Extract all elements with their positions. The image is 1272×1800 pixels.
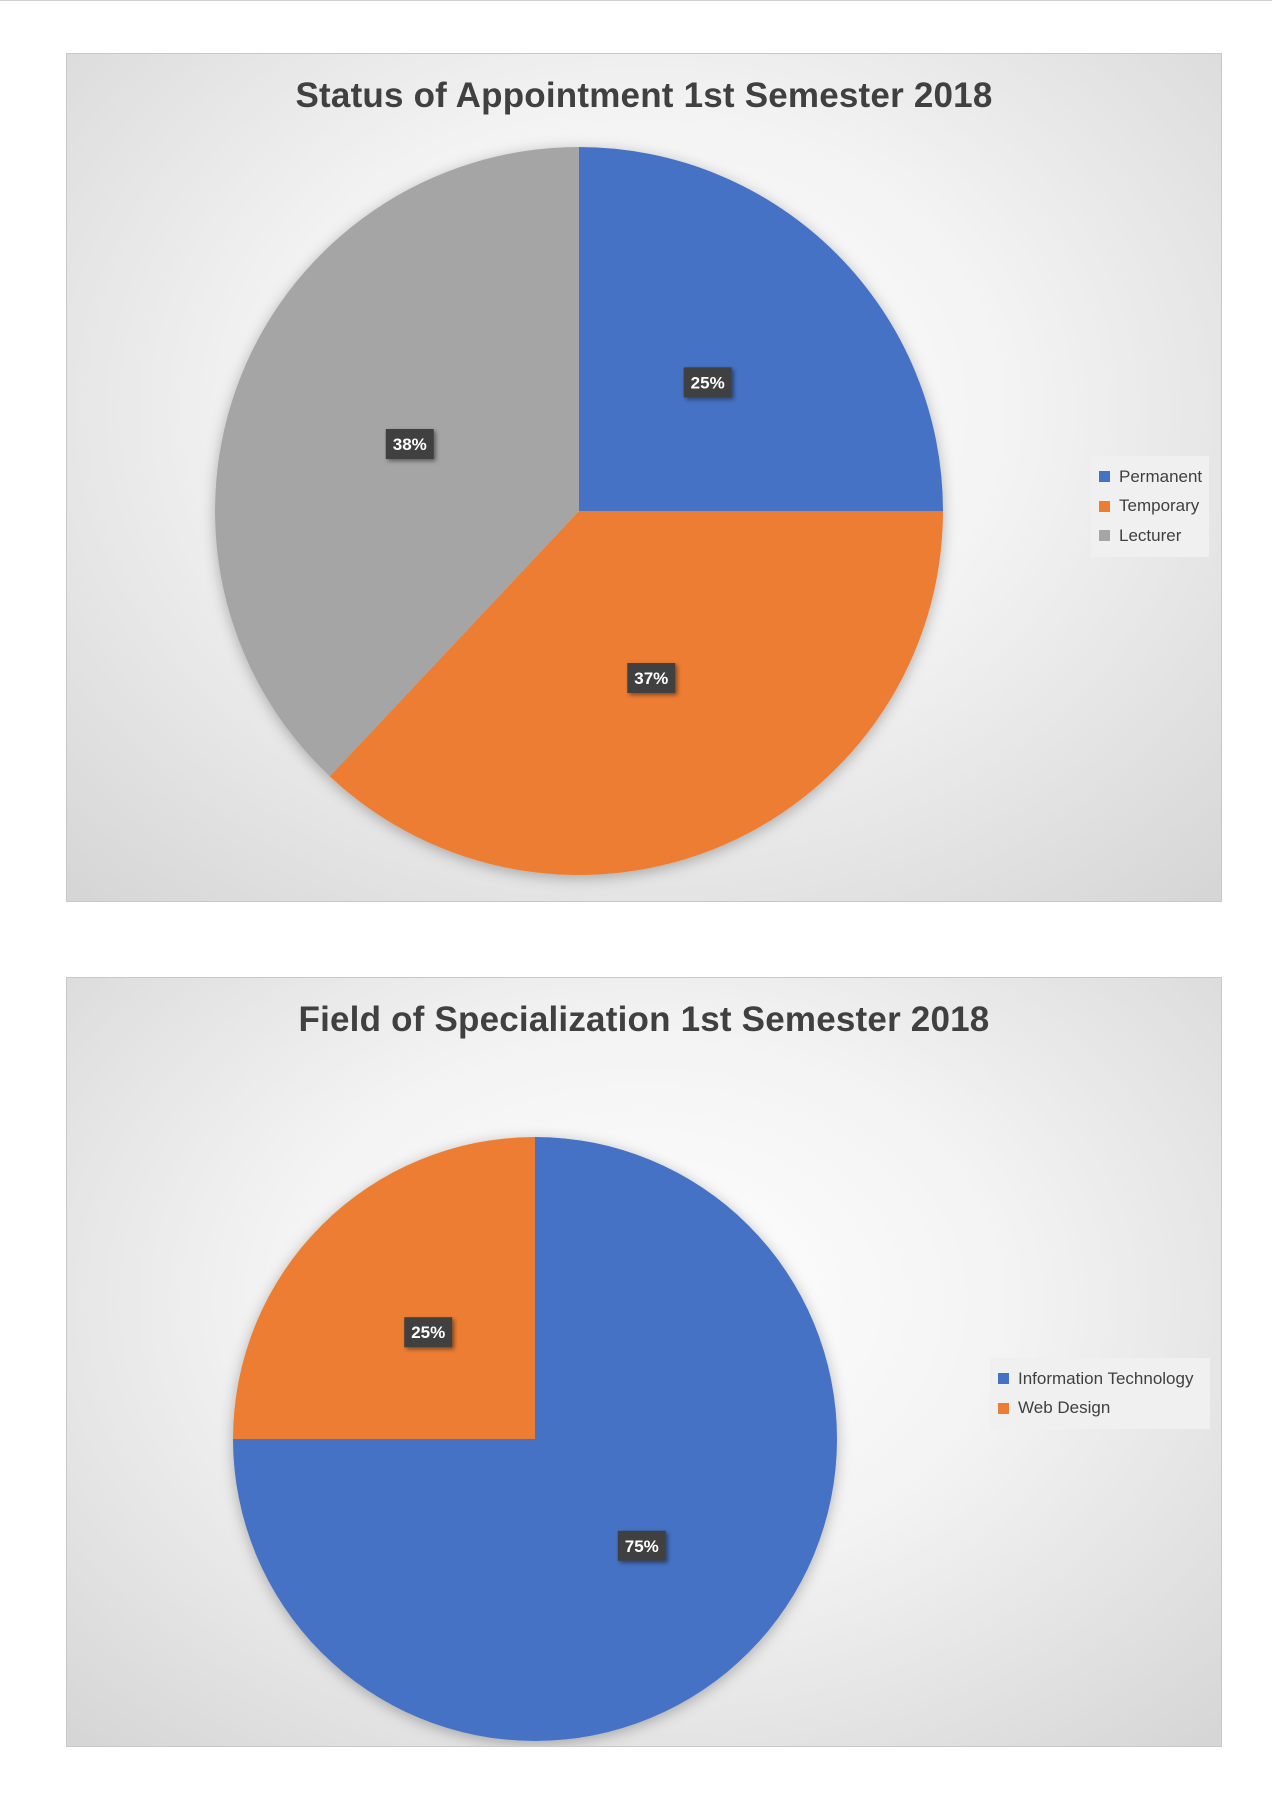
pie-chart-status-of-appointment: 25% 37% 38% [214,147,944,875]
data-label-box [617,1530,666,1561]
pie-slice-permanent [579,147,943,511]
data-label-text: 25% [691,373,725,392]
legend-swatch [998,1402,1009,1414]
legend-swatch [1099,530,1110,542]
legend-label: Web Design [1018,1398,1111,1418]
legend-item-lecturer: Lecturer [1099,521,1203,551]
data-label-temporary: 37% [627,663,676,694]
data-label-lecturer: 38% [385,429,434,460]
legend-item-permanent: Permanent [1099,462,1203,492]
pie-slice-lecturer [214,147,580,777]
legend-label: Information Technology [1018,1368,1194,1388]
chart-title: Status of Appointment 1st Semester 2018 [295,76,993,115]
legend-item-information-technology: Information Technology [998,1364,1204,1394]
legend-item-web-design: Web Design [998,1394,1204,1424]
data-label-box [683,367,732,398]
pie-slice-web-design [233,1137,535,1439]
page-top-rule [0,0,1272,1]
data-label-text: 37% [634,669,668,688]
legend-swatch [998,1373,1009,1385]
data-label-box [404,1317,453,1348]
chart-legend: Permanent Temporary Lecturer [1091,456,1209,557]
legend-item-temporary: Temporary [1099,492,1203,522]
pie-chart-field-of-specialization: 75% 25% [233,1137,837,1741]
chart-panel-status-of-appointment: Status of Appointment 1st Semester 2018 … [66,53,1222,902]
pie-slices [214,147,944,875]
data-label-box [385,429,434,460]
data-label-web-design: 25% [404,1317,453,1348]
legend-swatch [1099,500,1110,512]
chart-title: Field of Specialization 1st Semester 201… [298,1000,990,1039]
data-label-permanent: 25% [683,367,732,398]
data-label-information-technology: 75% [617,1530,666,1561]
data-label-text: 25% [411,1323,445,1342]
data-label-text: 38% [393,435,427,454]
chart-panel-field-of-specialization: Field of Specialization 1st Semester 201… [66,977,1222,1747]
legend-label: Temporary [1119,496,1200,516]
legend-label: Permanent [1119,466,1203,486]
legend-label: Lecturer [1119,525,1182,545]
data-label-text: 75% [625,1537,659,1556]
chart-legend: Information Technology Web Design [990,1358,1210,1429]
pie-slices [233,1137,837,1741]
legend-swatch [1099,471,1110,483]
data-label-box [627,663,676,694]
